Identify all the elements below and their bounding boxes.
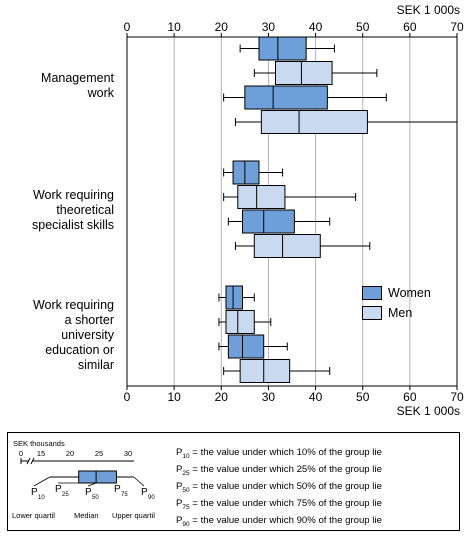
key-definition-row: P90 = the value under which 90% of the g… bbox=[176, 512, 382, 529]
box-women bbox=[242, 209, 295, 234]
key-p-label: P bbox=[141, 487, 148, 498]
bottom-tick-label: 60 bbox=[403, 390, 417, 404]
legend-label-men: Men bbox=[388, 306, 413, 320]
key-leader-line bbox=[87, 482, 97, 487]
key-definition-symbol: P75 bbox=[176, 498, 190, 511]
top-tick-label: 30 bbox=[262, 20, 276, 34]
top-tick-label: 20 bbox=[215, 20, 229, 34]
key-scale-tick-label: 30 bbox=[124, 449, 132, 458]
key-definition-symbol: P90 bbox=[176, 515, 190, 528]
category-label-line: theoretical bbox=[56, 203, 114, 217]
category-label-line: education or bbox=[45, 343, 114, 357]
box-women bbox=[227, 334, 265, 359]
key-definition-row: P50 = the value under which 50% of the g… bbox=[176, 478, 382, 495]
category-label: Work requiring theoretical specialist skil… bbox=[4, 188, 114, 233]
key-p-label: P bbox=[31, 487, 38, 498]
category-label-line: Work requiring bbox=[32, 188, 114, 202]
legend-label-women: Women bbox=[388, 286, 431, 300]
key-p-subscript: 50 bbox=[92, 495, 99, 501]
key-definition-subscript: 75 bbox=[182, 503, 190, 511]
box-men bbox=[225, 310, 255, 334]
key-p-subscript: 75 bbox=[121, 492, 128, 498]
key-axis-break-mark bbox=[26, 457, 31, 465]
key-definition-subscript: 90 bbox=[182, 520, 190, 528]
key-definitions: P10 = the value under which 10% of the g… bbox=[176, 444, 382, 529]
key-p-label: P bbox=[55, 484, 62, 495]
key-definition-row: P10 = the value under which 10% of the g… bbox=[176, 444, 382, 461]
legend-item-women: Women bbox=[362, 283, 431, 303]
box-women bbox=[244, 85, 328, 110]
key-leader-line bbox=[133, 476, 145, 487]
key-leader-line bbox=[33, 476, 50, 487]
box-men bbox=[253, 234, 321, 258]
category-label: Management work bbox=[4, 71, 114, 101]
bottom-tick-label: 30 bbox=[262, 390, 276, 404]
bottom-unit-label: SEK 1 000s bbox=[397, 404, 460, 418]
bottom-tick-label: 40 bbox=[309, 390, 323, 404]
bottom-tick-label: 70 bbox=[450, 390, 464, 404]
bottom-tick-label: 50 bbox=[356, 390, 370, 404]
key-definition-symbol: P25 bbox=[176, 464, 190, 477]
box-women bbox=[232, 160, 260, 185]
key-definition-text: = the value under which 10% of the group… bbox=[189, 447, 382, 458]
percentile-key-box: SEK thousands 0 15 20 25 30 P 10 P 25 P 50 P 75 P 90 Low… bbox=[7, 432, 460, 531]
box-women bbox=[225, 285, 243, 310]
key-caption: Median bbox=[74, 511, 99, 520]
key-p-label: P bbox=[85, 487, 92, 498]
key-scale-tick-label: 25 bbox=[95, 449, 103, 458]
key-p-subscript: 25 bbox=[62, 492, 69, 498]
key-definition-row: P25 = the value under which 25% of the g… bbox=[176, 461, 382, 478]
bottom-tick-label: 10 bbox=[167, 390, 181, 404]
box-women bbox=[258, 36, 307, 61]
category-label-line: similar bbox=[77, 358, 114, 372]
key-definition-subscript: 25 bbox=[182, 469, 190, 477]
key-definition-row: P75 = the value under which 75% of the g… bbox=[176, 495, 382, 512]
key-p-subscript: 10 bbox=[38, 495, 45, 501]
top-tick-label: 40 bbox=[309, 20, 323, 34]
key-scale-tick-label: 15 bbox=[37, 449, 45, 458]
key-definition-text: = the value under which 50% of the group… bbox=[189, 481, 382, 492]
key-definition-text: = the value under which 25% of the group… bbox=[189, 464, 382, 475]
category-label: Work requiring a shorter university educati… bbox=[4, 298, 114, 373]
key-definition-symbol: P10 bbox=[176, 447, 190, 460]
legend-swatch-men bbox=[362, 306, 382, 320]
box-men bbox=[239, 359, 291, 383]
category-label-line: specialist skills bbox=[32, 218, 114, 232]
key-definition-subscript: 10 bbox=[182, 452, 190, 460]
key-caption: Lower quartil bbox=[12, 511, 55, 520]
key-example-box bbox=[78, 470, 117, 484]
top-tick-label: 0 bbox=[124, 20, 131, 34]
top-tick-label: 60 bbox=[403, 20, 417, 34]
key-p-subscript: 90 bbox=[148, 495, 155, 501]
top-unit-label: SEK 1 000s bbox=[397, 3, 460, 17]
key-definition-symbol: P50 bbox=[176, 481, 190, 494]
top-tick-label: 10 bbox=[167, 20, 181, 34]
box-men bbox=[237, 185, 286, 209]
category-label-line: Management bbox=[41, 71, 114, 85]
key-scale-tick-label: 20 bbox=[66, 449, 74, 458]
key-definition-subscript: 50 bbox=[182, 486, 190, 494]
legend-item-men: Men bbox=[362, 303, 431, 323]
top-tick-label: 50 bbox=[356, 20, 370, 34]
top-tick-label: 70 bbox=[450, 20, 464, 34]
category-label-line: Work requiring bbox=[32, 298, 114, 312]
legend: Women Men bbox=[362, 283, 431, 323]
bottom-tick-label: 20 bbox=[215, 390, 229, 404]
key-caption: Upper quartil bbox=[112, 511, 155, 520]
key-definition-text: = the value under which 90% of the group… bbox=[189, 515, 382, 526]
bottom-tick-label: 0 bbox=[124, 390, 131, 404]
category-label-line: work bbox=[87, 86, 114, 100]
category-label-line: a shorter bbox=[64, 313, 114, 327]
key-axis-break-mark bbox=[30, 457, 35, 465]
category-label-line: university bbox=[61, 328, 114, 342]
legend-swatch-women bbox=[362, 286, 382, 300]
key-scale-title: SEK thousands bbox=[13, 439, 65, 448]
key-definition-text: = the value under which 75% of the group… bbox=[189, 498, 382, 509]
key-scale-tick-label: 0 bbox=[19, 449, 23, 458]
box-men bbox=[260, 110, 368, 134]
box-men bbox=[275, 61, 333, 85]
key-p-label: P bbox=[114, 484, 121, 495]
